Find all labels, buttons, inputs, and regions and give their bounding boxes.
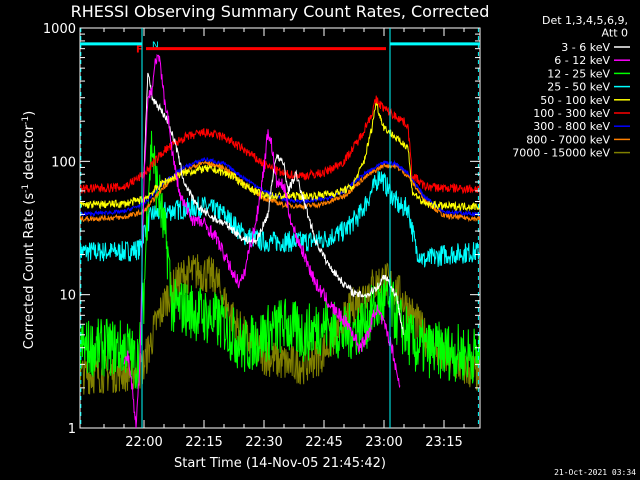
x-tick-label: 22:45 (305, 435, 342, 450)
y-axis-label: Corrected Count Rate (s-1 detector-1) (21, 111, 37, 349)
legend-header: Att 0 (602, 27, 628, 40)
attenuator-label: F (136, 45, 143, 56)
night-label: N (152, 41, 159, 51)
plot-frame (79, 27, 481, 429)
y-tick-label: 1 (68, 422, 76, 437)
plot-border (79, 27, 481, 429)
x-tick-label: 22:30 (245, 435, 282, 450)
chart-title: RHESSI Observing Summary Count Rates, Co… (71, 2, 490, 21)
series-line (80, 95, 480, 195)
x-tick-label: 22:15 (185, 435, 222, 450)
series-line (143, 72, 404, 336)
legend-label: 3 - 6 keV (561, 41, 610, 54)
series-line (80, 100, 480, 212)
y-axis-label-main: Corrected Count Rate (s (22, 193, 37, 350)
legend-label: 12 - 25 keV (547, 67, 610, 80)
legend-label: 6 - 12 keV (554, 54, 610, 67)
x-tick-label: 23:15 (425, 435, 462, 450)
series-line (80, 159, 480, 223)
x-axis-label: Start Time (14-Nov-05 21:45:42) (174, 456, 386, 471)
timestamp: 21-Oct-2021 03:34 (554, 468, 636, 477)
series-line (80, 156, 480, 218)
legend-label: 25 - 50 keV (547, 81, 610, 94)
y-axis-label-end: ) (22, 111, 37, 116)
y-tick-label: 1000 (43, 22, 76, 37)
series-line (80, 130, 480, 389)
x-tick-label: 23:00 (365, 435, 402, 450)
series-layer (80, 53, 480, 428)
axis-layer: 22:00 22:15 22:30 22:45 23:00 23:15 1 10 100 1000 (43, 22, 480, 450)
y-axis-label-sup-2: -1 (21, 116, 31, 125)
overlay-layer: NF (80, 28, 480, 428)
y-tick-label: 100 (51, 155, 76, 170)
y-axis-label-mid: detector (22, 124, 37, 184)
legend-header: Det 1,3,4,5,6,9, (542, 14, 628, 27)
legend-label: 100 - 300 keV (533, 107, 610, 120)
legend-label: 800 - 7000 keV (526, 133, 610, 146)
y-axis-label-sup: -1 (21, 184, 31, 193)
legend-label: 7000 - 15000 keV (512, 147, 610, 160)
series-line (123, 53, 401, 428)
x-tick-label: 22:00 (125, 435, 162, 450)
legend-label: 300 - 800 keV (533, 120, 610, 133)
y-tick-label: 10 (59, 289, 76, 304)
legend-label: 50 - 100 keV (540, 94, 610, 107)
